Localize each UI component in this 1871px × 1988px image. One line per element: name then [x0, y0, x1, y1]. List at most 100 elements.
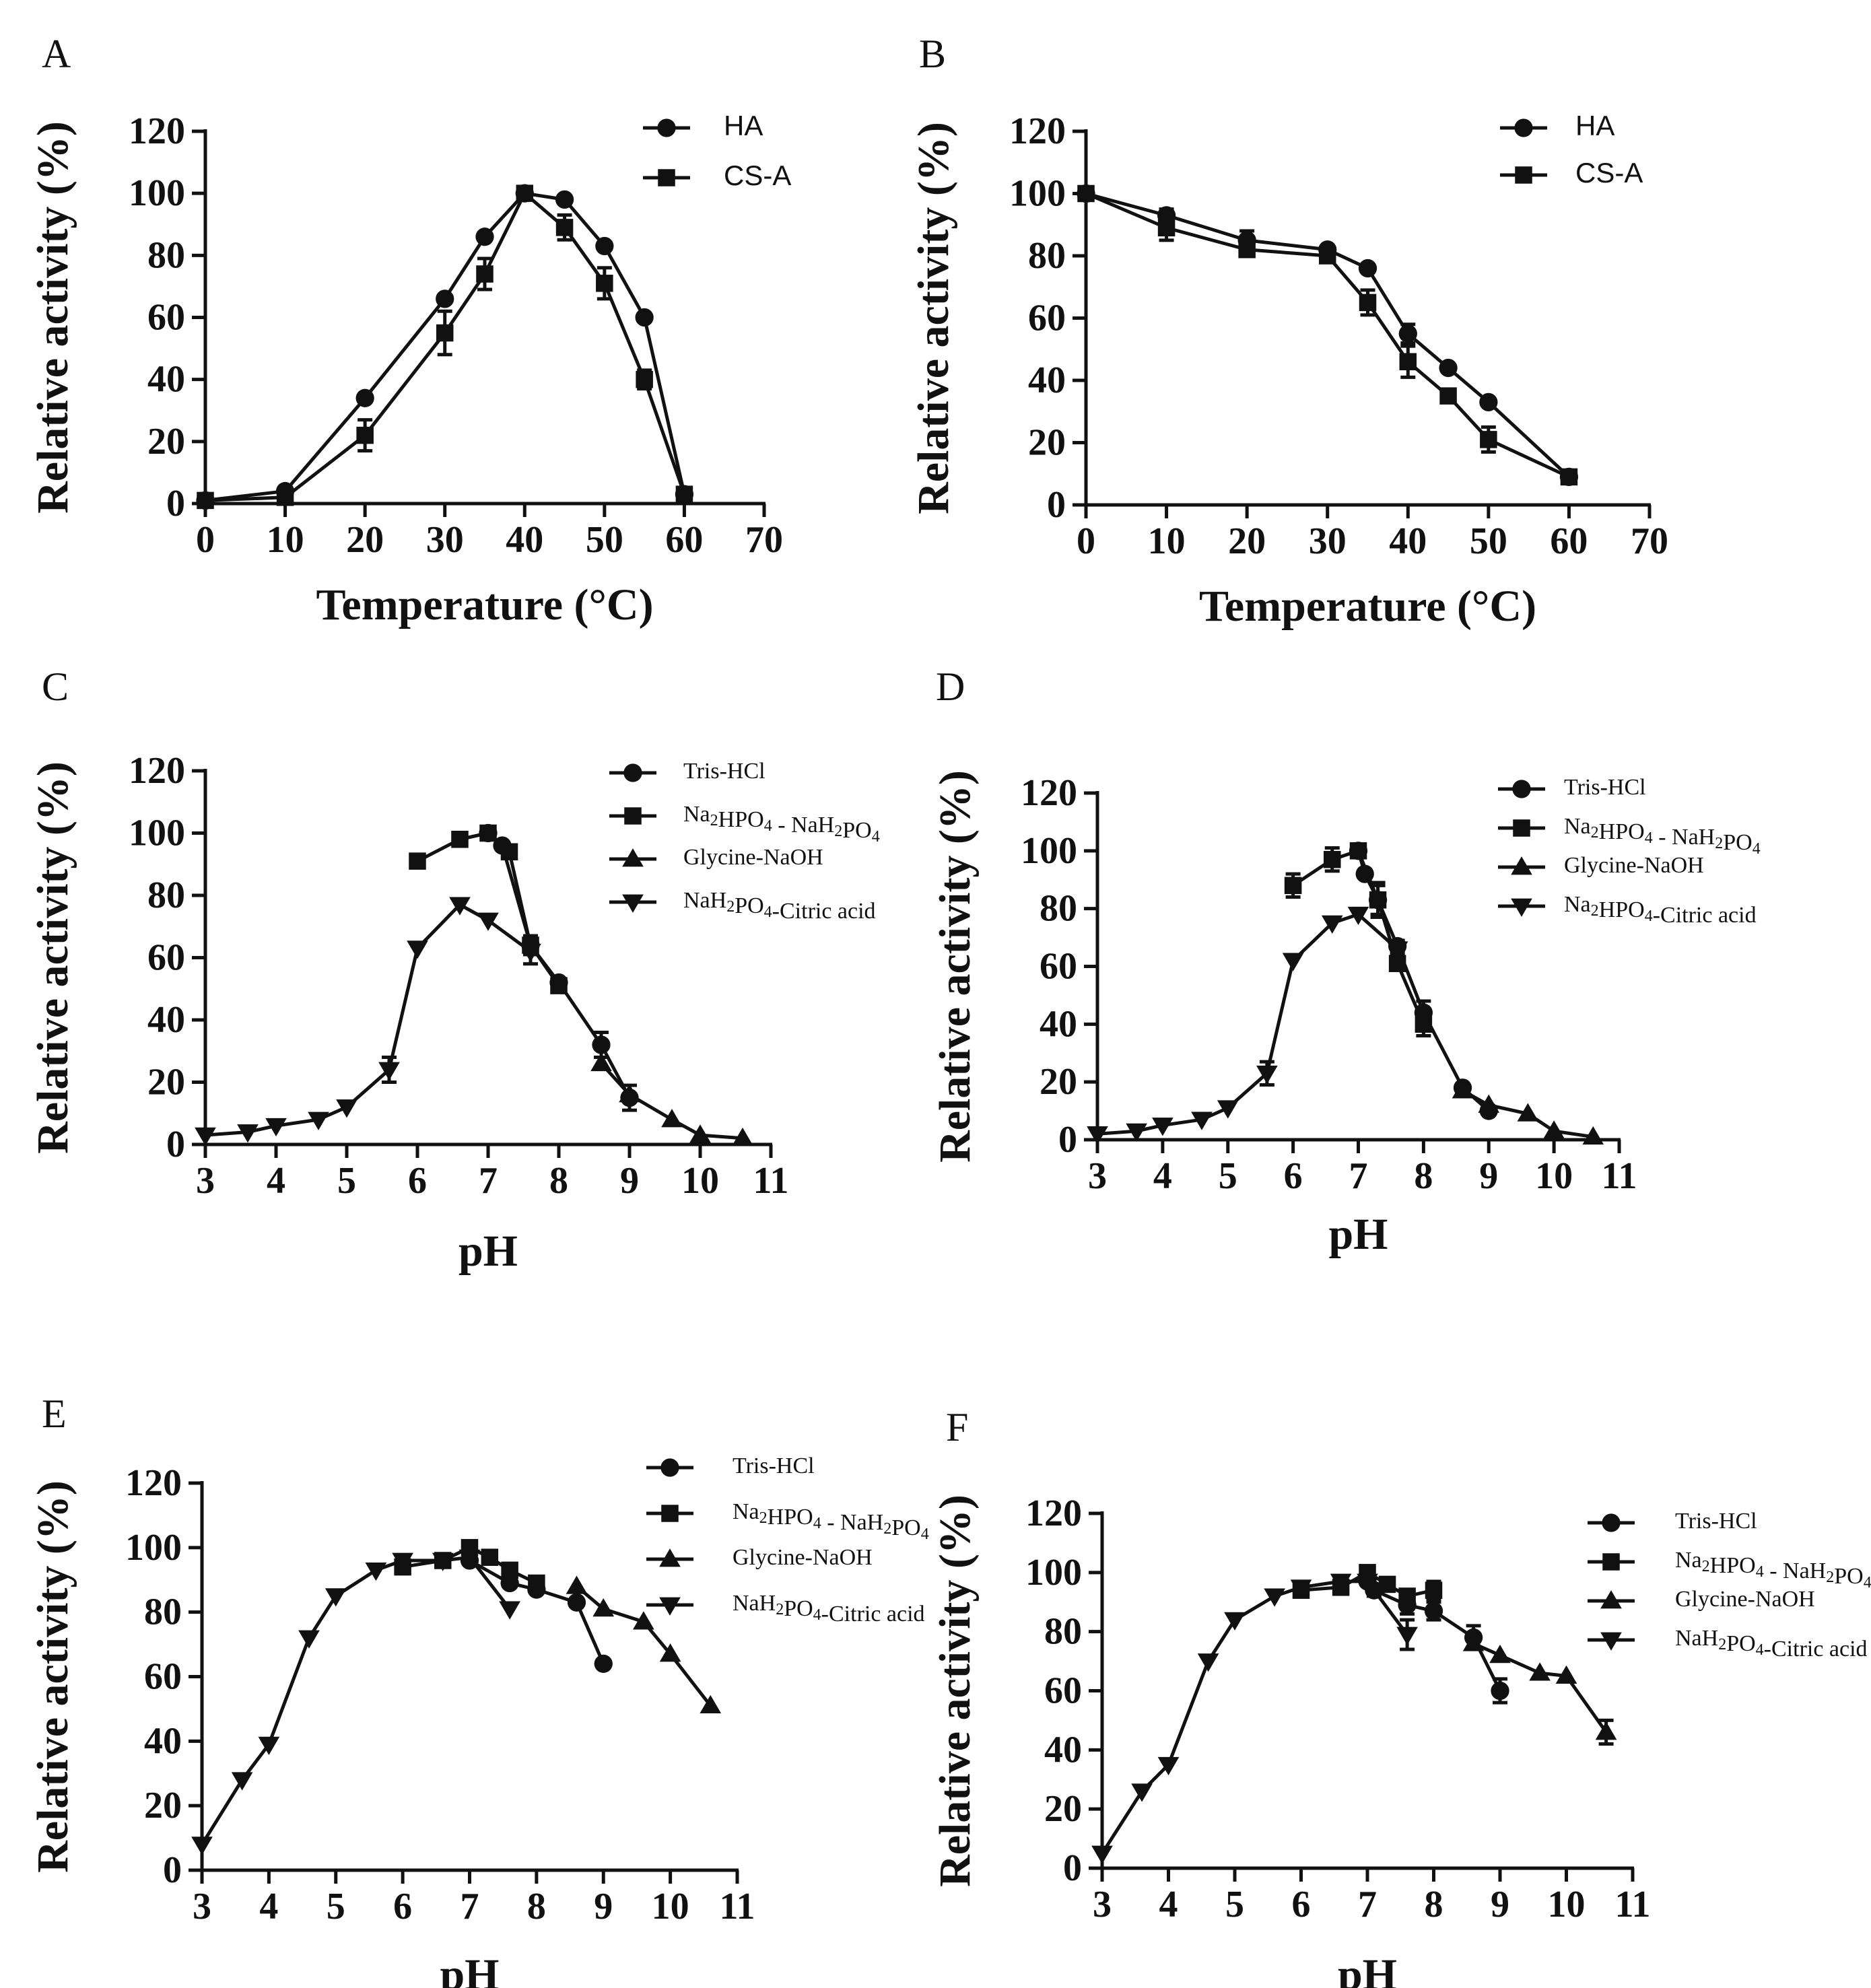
series-triangle-up [566, 1575, 722, 1714]
series-line [205, 191, 686, 502]
x-axis-title: pH [1328, 1210, 1388, 1259]
y-tick-label: 20 [144, 1785, 182, 1826]
x-tick-label: 5 [327, 1886, 345, 1927]
x-tick-label: 4 [1153, 1155, 1172, 1197]
data-point [1480, 431, 1497, 448]
series-square [1292, 1564, 1443, 1605]
y-tick-label: 120 [129, 110, 185, 152]
series-triangle-up [1452, 1080, 1604, 1145]
legend-label: Glycine-NaOH [1564, 853, 1704, 878]
legend-label: Na2HPO4 - NaH2PO4 [1675, 1548, 1871, 1591]
data-point [1595, 1721, 1617, 1740]
x-tick-label: 6 [1292, 1884, 1311, 1925]
y-tick-label: 60 [147, 297, 185, 339]
x-tick-label: 8 [549, 1160, 568, 1202]
legend-marker [1600, 1590, 1622, 1609]
data-point [1462, 1633, 1485, 1651]
x-tick-label: 50 [586, 519, 623, 561]
data-point [356, 426, 374, 444]
data-point [407, 940, 428, 959]
data-point [1425, 1581, 1443, 1599]
data-point [432, 1552, 454, 1571]
x-tick-label: 11 [1602, 1155, 1637, 1197]
data-point [555, 190, 574, 209]
data-point [1131, 1783, 1153, 1802]
data-point [555, 219, 574, 236]
data-point [1347, 906, 1369, 926]
y-tick-label: 60 [1028, 298, 1066, 339]
data-point [1238, 240, 1256, 259]
series-line [200, 1555, 512, 1845]
data-point [595, 236, 614, 256]
data-point [1543, 1120, 1565, 1139]
data-point [700, 1694, 722, 1714]
y-tick-label: 80 [1028, 235, 1066, 277]
data-point [1282, 953, 1304, 971]
legend-label: Glycine-NaOH [683, 845, 823, 870]
panel-label: B [919, 32, 946, 76]
data-point [1399, 353, 1417, 371]
x-axis-title: pH [1338, 1950, 1397, 1988]
data-point [550, 977, 568, 994]
y-tick-label: 0 [1047, 484, 1066, 526]
data-point [592, 1035, 611, 1054]
legend-marker [623, 763, 642, 782]
data-point [1323, 850, 1341, 868]
y-tick-label: 60 [144, 1656, 182, 1698]
x-tick-label: 10 [1548, 1884, 1586, 1925]
data-point [594, 1654, 613, 1673]
series-square [197, 184, 693, 510]
y-tick-label: 60 [1044, 1670, 1082, 1712]
x-tick-label: 11 [720, 1886, 755, 1927]
series-line [1100, 1579, 1409, 1855]
panel-label: A [42, 32, 71, 76]
data-point [1224, 1612, 1246, 1631]
data-point [1197, 1653, 1219, 1672]
data-point [458, 1549, 481, 1569]
data-point [633, 1611, 654, 1630]
data-point [451, 830, 469, 848]
y-axis-title: Relative activity (%) [930, 1495, 980, 1887]
y-axis-title: Relative activity (%) [930, 770, 980, 1163]
data-point [732, 1127, 753, 1146]
x-axis-title: pH [440, 1950, 499, 1988]
legend-label: NaH2PO4-Citric acid [733, 1591, 925, 1626]
y-axis-title: Relative activity (%) [28, 761, 77, 1154]
legend-marker [660, 1458, 679, 1477]
legend-marker [1602, 1513, 1621, 1532]
series-triangle-down [191, 1549, 520, 1855]
x-tick-label: 4 [1159, 1884, 1178, 1925]
y-axis-title: Relative activity (%) [28, 1480, 77, 1873]
x-tick-label: 70 [745, 519, 783, 561]
x-tick-label: 70 [1631, 520, 1668, 562]
series-triangle-down [195, 897, 541, 1146]
legend-marker [1515, 166, 1532, 184]
chart-panel-d: D 0 20 40 60 80 100 120 3 4 5 6 7 8 9 10 11 pH Relative ac… [930, 664, 1761, 1259]
legend-label: Glycine-NaOH [733, 1545, 873, 1570]
data-point [528, 1574, 545, 1592]
data-point [635, 308, 654, 327]
data-point [436, 324, 454, 342]
data-point [1555, 1665, 1577, 1684]
legend-label: Na2HPO4 - NaH2PO4 [733, 1499, 929, 1543]
data-point [231, 1772, 253, 1791]
data-point [1091, 1845, 1113, 1864]
series-triangle-down [1087, 906, 1408, 1145]
x-tick-label: 20 [346, 519, 384, 561]
legend-label: NaH2PO4-Citric acid [1675, 1626, 1868, 1661]
data-point [1087, 1126, 1108, 1145]
x-tick-label: 10 [1148, 520, 1186, 562]
x-tick-label: 8 [1425, 1884, 1443, 1925]
y-tick-label: 120 [1021, 772, 1077, 814]
x-tick-label: 9 [594, 1886, 613, 1927]
data-point [1152, 1118, 1173, 1136]
y-tick-label: 40 [147, 999, 185, 1041]
data-point [477, 912, 499, 931]
x-tick-label: 0 [1077, 520, 1095, 562]
legend-marker [622, 848, 644, 867]
y-tick-label: 40 [1044, 1729, 1082, 1771]
x-tick-label: 9 [1491, 1884, 1509, 1925]
data-point [1191, 1111, 1213, 1130]
y-tick-label: 100 [129, 813, 185, 854]
